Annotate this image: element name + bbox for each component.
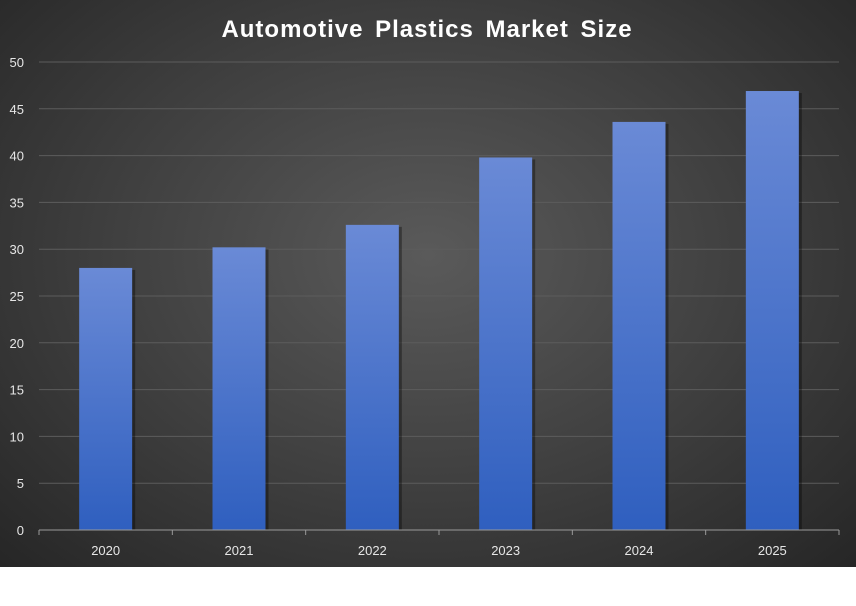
x-tick-label-2025: 2025 — [758, 543, 787, 558]
x-tick-label-2021: 2021 — [225, 543, 254, 558]
bar-2022 — [345, 224, 399, 530]
bar-2025 — [745, 91, 799, 531]
y-tick-label-35: 35 — [10, 195, 24, 210]
chart-title: Automotive Plastics Market Size — [221, 16, 632, 43]
y-tick-label-30: 30 — [10, 242, 24, 257]
chart-panel: Automotive Plastics Market Size 0 5 10 15 20… — [0, 0, 856, 567]
bar-chart: Automotive Plastics Market Size 0 5 10 15 20… — [9, 16, 840, 558]
y-tick-label-45: 45 — [10, 102, 24, 117]
x-tick-label-2022: 2022 — [358, 543, 387, 558]
x-tick-label-2024: 2024 — [625, 543, 654, 558]
bar-2020 — [79, 267, 133, 530]
y-tick-label-10: 10 — [10, 429, 24, 444]
bars — [79, 91, 802, 531]
y-tick-label-50: 50 — [10, 55, 24, 70]
bar-2021 — [212, 247, 266, 530]
y-tick-label-20: 20 — [10, 336, 24, 351]
x-tick-label-2020: 2020 — [91, 543, 120, 558]
y-tick-label-15: 15 — [10, 383, 24, 398]
y-tick-label-5: 5 — [17, 476, 24, 491]
y-tick-label-0: 0 — [17, 523, 24, 538]
gridlines — [39, 61, 839, 484]
x-tick-label-2023: 2023 — [491, 543, 520, 558]
bar-2023 — [479, 157, 533, 531]
y-tick-label-25: 25 — [10, 289, 24, 304]
bar-2024 — [612, 121, 666, 531]
y-tick-label-40: 40 — [10, 149, 24, 164]
